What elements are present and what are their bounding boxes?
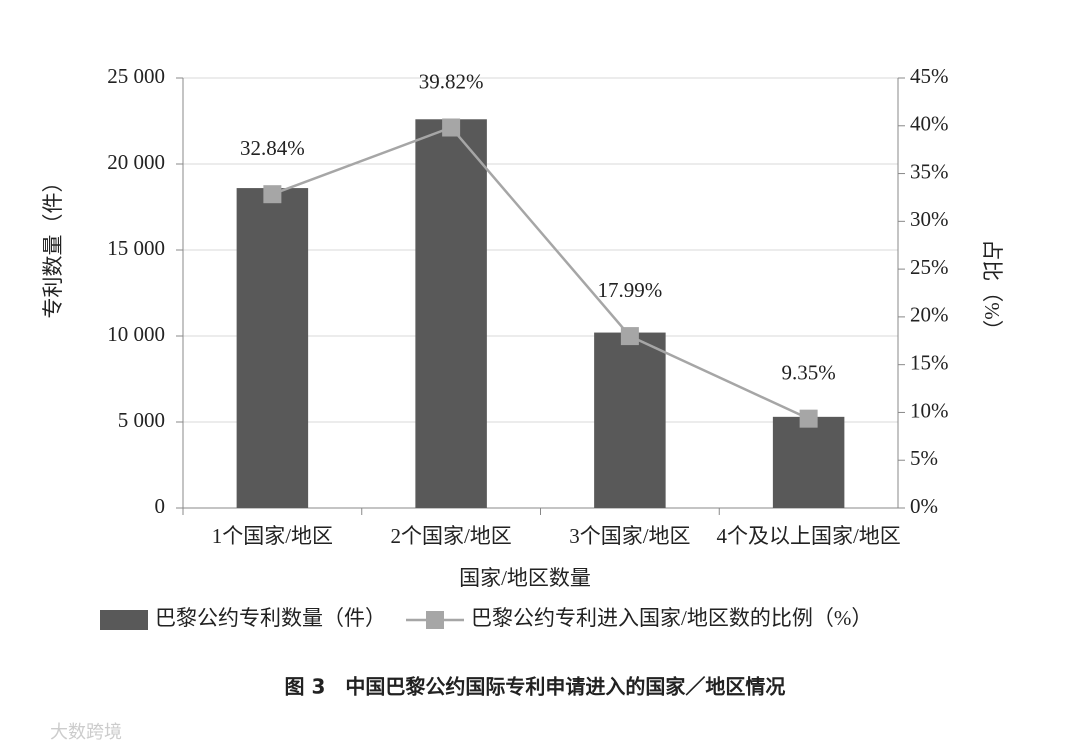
data-label: 32.84%	[240, 136, 305, 160]
y2-tick-label: 0%	[910, 494, 938, 518]
x-tick-label: 1个国家/地区	[212, 524, 333, 548]
marker	[799, 409, 818, 428]
bar	[236, 188, 309, 508]
marker	[442, 118, 461, 137]
y2-tick-label: 45%	[910, 64, 949, 88]
y-tick-label: 15 000	[107, 236, 165, 260]
y2-tick-label: 5%	[910, 446, 938, 470]
legend-marker	[426, 611, 444, 629]
x-tick-label: 4个及以上国家/地区	[716, 524, 900, 548]
y2-tick-label: 20%	[910, 303, 949, 327]
x-axis-title: 国家/地区数量	[459, 566, 591, 590]
data-label: 39.82%	[419, 69, 484, 93]
y-axis-title: 专利数量（件）	[41, 172, 65, 319]
y-tick-label: 20 000	[107, 150, 165, 174]
y2-tick-label: 35%	[910, 159, 949, 183]
legend-label: 巴黎公约专利数量（件）	[155, 606, 386, 630]
data-label: 9.35%	[782, 360, 836, 384]
y2-tick-label: 15%	[910, 350, 949, 374]
y-tick-label: 10 000	[107, 322, 165, 346]
marker	[620, 327, 639, 346]
y-tick-label: 25 000	[107, 64, 165, 88]
legend-label: 巴黎公约专利进入国家/地区数的比例（%）	[471, 606, 872, 630]
y-tick-label: 5 000	[118, 408, 165, 432]
y2-axis-title: 占比（%）	[980, 239, 1004, 341]
caption: 图 3 中国巴黎公约国际专利申请进入的国家／地区情况	[285, 675, 786, 699]
bar	[594, 332, 666, 508]
legend-swatch	[100, 610, 148, 630]
y2-tick-label: 10%	[910, 398, 949, 422]
y2-tick-label: 40%	[910, 112, 949, 136]
bar	[772, 416, 845, 508]
y2-tick-label: 25%	[910, 255, 949, 279]
data-label: 17.99%	[598, 278, 663, 302]
bar	[415, 119, 487, 508]
x-tick-label: 3个国家/地区	[569, 524, 690, 548]
y2-tick-label: 30%	[910, 207, 949, 231]
y-tick-label: 0	[155, 494, 166, 518]
x-tick-label: 2个国家/地区	[390, 524, 511, 548]
marker	[263, 185, 282, 204]
watermark: 大数跨境	[50, 722, 122, 743]
line	[271, 126, 810, 420]
